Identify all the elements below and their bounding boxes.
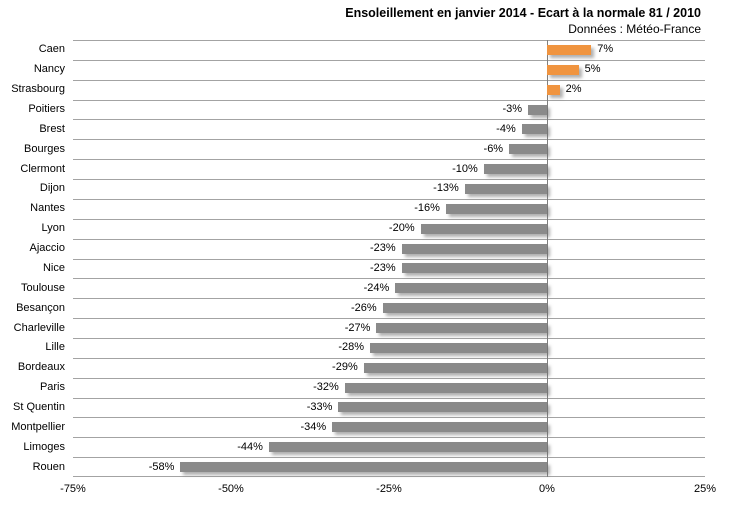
- category-label-clermont: Clermont: [20, 162, 65, 175]
- x-tick-label-neg25pct: -25%: [376, 483, 402, 495]
- value-label-bourges: -6%: [483, 142, 504, 155]
- category-label-ajaccio: Ajaccio: [29, 242, 65, 255]
- gridline-row: [73, 159, 705, 179]
- gridline-row: [73, 238, 705, 259]
- gridline-row: [73, 437, 705, 457]
- value-label-rouen: -58%: [148, 460, 175, 473]
- gridline-row: [73, 397, 705, 418]
- category-label-st-quentin: St Quentin: [13, 400, 65, 413]
- gridline-row: [73, 278, 705, 298]
- chart-subtitle: Données : Météo-France: [568, 22, 701, 36]
- gridline-row: [73, 457, 705, 477]
- category-label-bourges: Bourges: [24, 142, 65, 155]
- x-tick-label-25pct: 25%: [693, 483, 717, 495]
- bar-ajaccio: [401, 243, 547, 254]
- bar-lille: [370, 342, 547, 353]
- category-label-strasbourg: Strasbourg: [11, 83, 65, 96]
- gridline-row: [73, 79, 705, 100]
- bar-limoges: [268, 442, 547, 453]
- category-label-bordeaux: Bordeaux: [17, 361, 65, 374]
- value-label-caen: 7%: [597, 43, 614, 56]
- gridline-row: [73, 139, 705, 159]
- value-label-lyon: -20%: [388, 222, 415, 235]
- category-label-montpellier: Montpellier: [11, 420, 65, 433]
- gridline-row: [73, 99, 705, 120]
- value-label-toulouse: -24%: [363, 281, 390, 294]
- bar-strasbourg: [547, 84, 560, 95]
- value-label-besan-on: -26%: [351, 301, 377, 314]
- bar-brest: [521, 124, 547, 135]
- value-label-nantes: -16%: [414, 202, 440, 215]
- value-label-brest: -4%: [496, 122, 516, 135]
- zero-axis-line: [547, 40, 548, 477]
- value-label-paris: -32%: [313, 381, 339, 394]
- value-label-bordeaux: -29%: [332, 361, 358, 374]
- bar-paris: [344, 382, 547, 393]
- category-label-charleville: Charleville: [13, 321, 65, 334]
- value-label-montpellier: -34%: [300, 420, 327, 433]
- gridline-row: [73, 40, 705, 60]
- bar-st-quentin: [338, 402, 547, 413]
- bar-bourges: [509, 144, 547, 155]
- bar-besan-on: [382, 303, 547, 314]
- category-label-nantes: Nantes: [30, 202, 65, 215]
- gridline-row: [73, 318, 705, 338]
- bar-bordeaux: [363, 362, 547, 373]
- category-label-limoges: Limoges: [23, 440, 65, 453]
- bar-clermont: [483, 164, 547, 175]
- gridline-row: [73, 337, 705, 358]
- gridline-row: [73, 59, 705, 80]
- category-label-lille: Lille: [45, 341, 65, 354]
- value-label-poitiers: -3%: [502, 103, 523, 116]
- bar-charleville: [376, 323, 547, 334]
- gridline-row: [73, 298, 705, 318]
- bar-caen: [547, 44, 592, 55]
- gridline-row: [73, 218, 705, 239]
- category-label-poitiers: Poitiers: [28, 103, 65, 116]
- plot-area: 7% 5% 2% -3% -4% -6% -10% -13% -16% -20% -23% -23% -…: [73, 40, 705, 477]
- gridline-row: [73, 258, 705, 279]
- bar-rouen: [180, 462, 547, 473]
- gridline-row: [73, 179, 705, 199]
- bar-lyon: [420, 223, 547, 234]
- value-label-clermont: -10%: [452, 162, 478, 175]
- value-label-nancy: 5%: [584, 63, 601, 76]
- category-label-brest: Brest: [39, 122, 65, 135]
- category-label-besan-on: Besançon: [16, 301, 65, 314]
- gridline-row: [73, 198, 705, 219]
- value-label-dijon: -13%: [433, 182, 459, 195]
- value-label-lille: -28%: [338, 341, 365, 354]
- category-label-lyon: Lyon: [41, 222, 65, 235]
- bar-toulouse: [395, 283, 547, 294]
- category-label-dijon: Dijon: [39, 182, 65, 195]
- category-label-paris: Paris: [39, 381, 65, 394]
- bar-dijon: [464, 183, 547, 194]
- gridline-row: [73, 377, 705, 398]
- value-label-charleville: -27%: [344, 321, 371, 334]
- chart-title: Ensoleillement en janvier 2014 - Ecart à…: [345, 6, 701, 20]
- gridline-row: [73, 357, 705, 378]
- x-tick-label-neg75pct: -75%: [60, 483, 86, 495]
- bar-montpellier: [332, 422, 547, 433]
- value-label-st-quentin: -33%: [306, 400, 333, 413]
- x-tick-label-0pct: 0%: [539, 483, 555, 495]
- category-label-toulouse: Toulouse: [20, 281, 65, 294]
- category-label-nice: Nice: [42, 261, 65, 274]
- value-label-strasbourg: 2%: [565, 83, 582, 96]
- bar-poitiers: [528, 104, 547, 115]
- gridline-row: [73, 417, 705, 437]
- x-tick-label-neg50pct: -50%: [218, 483, 244, 495]
- bar-nantes: [445, 203, 547, 214]
- value-label-ajaccio: -23%: [369, 242, 396, 255]
- value-label-limoges: -44%: [237, 440, 263, 453]
- value-label-nice: -23%: [369, 261, 396, 274]
- category-label-rouen: Rouen: [32, 460, 65, 473]
- category-label-nancy: Nancy: [33, 63, 65, 76]
- chart-header: Ensoleillement en janvier 2014 - Ecart à…: [345, 5, 701, 37]
- category-label-caen: Caen: [38, 43, 65, 56]
- gridline-row: [73, 119, 705, 139]
- bar-nice: [401, 263, 547, 274]
- bar-nancy: [547, 64, 579, 75]
